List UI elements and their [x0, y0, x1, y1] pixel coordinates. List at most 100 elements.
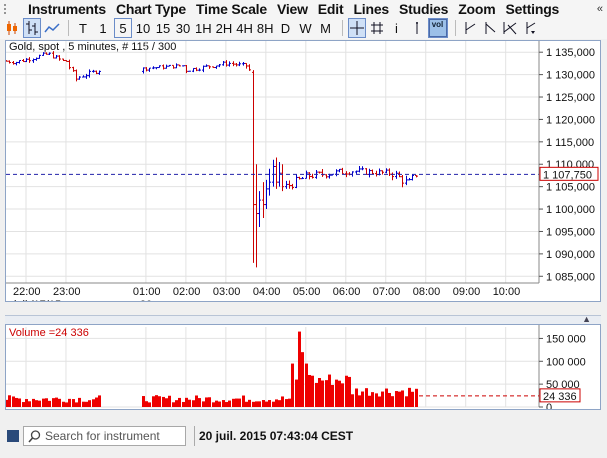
- volume-bar: [405, 396, 408, 407]
- volume-bar: [345, 375, 348, 407]
- search-input[interactable]: [45, 429, 180, 443]
- volume-bar: [25, 399, 28, 407]
- volume-bar: [92, 399, 95, 407]
- timeframe-5-button[interactable]: 5: [114, 18, 132, 38]
- status-bar: 20 juil. 2015 07:43:04 CEST: [0, 425, 607, 447]
- ray-tool-button[interactable]: [481, 18, 499, 38]
- timeframe-1-button[interactable]: 1: [99, 20, 107, 36]
- volume-bar: [82, 401, 85, 407]
- timeframe-w-button[interactable]: W: [299, 20, 312, 36]
- ohlc-bar: [381, 170, 384, 175]
- ohlc-bar: [371, 169, 374, 175]
- volume-bar: [28, 401, 31, 407]
- menu-edit[interactable]: Edit: [317, 0, 344, 17]
- instrument-search[interactable]: [23, 426, 186, 446]
- ohlc-bar: [268, 168, 271, 196]
- ohlc-bar: [55, 55, 58, 59]
- ohlc-bar: [288, 180, 291, 189]
- ohlc-bar: [35, 57, 38, 61]
- last-price-tag: [539, 166, 599, 181]
- menu-chart-type[interactable]: Chart Type: [115, 0, 187, 17]
- volume-bar: [162, 396, 165, 407]
- toolbar: T 1 5 10 15 30 1H 2H 4H 8H D W M i vol: [0, 17, 607, 39]
- menu-zoom[interactable]: Zoom: [458, 0, 496, 17]
- volume-chart[interactable]: 150 000 100 000 50 000 0 24 336 Volume =24 3…: [5, 324, 601, 410]
- volume-bar: [321, 380, 324, 407]
- timeframe-m-button[interactable]: M: [320, 20, 331, 36]
- ohlc-bar: [218, 63, 221, 68]
- time-tick-label: 22:00: [13, 286, 41, 298]
- time-axis: 22:00 23:00 01:00 02:00 03:00 04:00 05:00 06:00…: [6, 282, 539, 301]
- volume-bar: [335, 379, 338, 407]
- volume-chart-canvas[interactable]: 150 000 100 000 50 000 024 336: [6, 325, 600, 409]
- timeframe-2h-button[interactable]: 2H: [215, 20, 233, 36]
- ohlc-bar: [198, 68, 201, 72]
- menu-time-scale[interactable]: Time Scale: [196, 0, 267, 17]
- menu-instruments[interactable]: Instruments: [28, 0, 106, 17]
- timeframe-1h-button[interactable]: 1H: [195, 20, 212, 36]
- candle-chart-button[interactable]: [3, 18, 21, 38]
- timeframe-10-button[interactable]: 10: [135, 20, 151, 36]
- ohlc-bar: [162, 64, 165, 70]
- grid-button[interactable]: [368, 18, 386, 38]
- volume-bar: [371, 392, 374, 407]
- timeframe-8h-button[interactable]: 8H: [256, 20, 274, 36]
- price-chart-canvas[interactable]: 1 135,000 1 130,000 1 125,000 1 120,000 1 11…: [6, 41, 600, 301]
- ohlc-bar: [142, 67, 145, 74]
- volume-bar: [265, 401, 268, 407]
- cursor-info-button[interactable]: [408, 18, 426, 38]
- volume-bar: [195, 395, 198, 407]
- volume-bar: [375, 393, 378, 407]
- line-chart-button[interactable]: [43, 18, 61, 38]
- ohlc-bar: [145, 67, 148, 72]
- ohlc-bar: [258, 191, 261, 227]
- menu-settings[interactable]: Settings: [505, 0, 560, 17]
- ohlc-bar: [248, 64, 251, 71]
- ohlc-bar: [225, 60, 228, 67]
- ohlc-bar: [395, 170, 398, 179]
- volume-bar: [78, 397, 81, 407]
- menu-lines[interactable]: Lines: [353, 0, 390, 17]
- ohlc-bar: [208, 65, 211, 69]
- ohlc-bar: [172, 64, 175, 69]
- bar-chart-button[interactable]: [23, 18, 41, 38]
- ohlc-bar: [148, 67, 151, 72]
- ohlc-bar: [78, 76, 81, 80]
- menu-studies[interactable]: Studies: [399, 0, 449, 17]
- timeframe-d-button[interactable]: D: [280, 20, 291, 36]
- ohlc-bar: [235, 63, 238, 67]
- time-tick-label: 09:00: [453, 286, 481, 298]
- timeframe-4h-button[interactable]: 4H: [236, 20, 253, 36]
- ohlc-bar: [335, 169, 338, 177]
- menu-view[interactable]: View: [276, 0, 308, 17]
- crosshair-button[interactable]: [347, 18, 366, 38]
- ohlc-bar: [158, 65, 161, 69]
- pane-divider[interactable]: ▲: [5, 314, 601, 324]
- ohlc-bar: [411, 174, 414, 181]
- extended-line-button[interactable]: [501, 18, 519, 38]
- volume-bar: [398, 391, 401, 407]
- price-chart[interactable]: Gold, spot , 5 minutes, # 115 / 300 1 13…: [5, 40, 601, 302]
- volume-bar: [365, 388, 368, 407]
- menu-overflow-button[interactable]: «: [596, 2, 603, 15]
- volume-bar: [98, 395, 101, 407]
- volume-bar: [85, 401, 88, 407]
- timeframe-30-button[interactable]: 30: [175, 20, 191, 36]
- line-tool-button[interactable]: [461, 18, 479, 38]
- ohlc-bar: [275, 157, 278, 189]
- divider-arrow-icon[interactable]: ▲: [582, 314, 591, 324]
- volume-bar: [35, 400, 38, 407]
- price-grid: [6, 41, 539, 283]
- volume-tick-label: 150 000: [546, 333, 586, 345]
- volume-bar: [12, 396, 15, 407]
- grid-icon: [370, 22, 383, 34]
- volume-bar: [298, 331, 301, 407]
- draw-tools-dropdown[interactable]: [521, 18, 539, 38]
- date-label-start: juil./17/15: [13, 299, 61, 301]
- info-button[interactable]: i: [395, 20, 398, 36]
- ohlc-bar: [252, 70, 255, 263]
- ohlc-bar: [205, 64, 208, 67]
- timeframe-15-button[interactable]: 15: [155, 20, 171, 36]
- timeframe-t-button[interactable]: T: [79, 20, 87, 36]
- volume-toggle-button[interactable]: vol: [427, 18, 448, 38]
